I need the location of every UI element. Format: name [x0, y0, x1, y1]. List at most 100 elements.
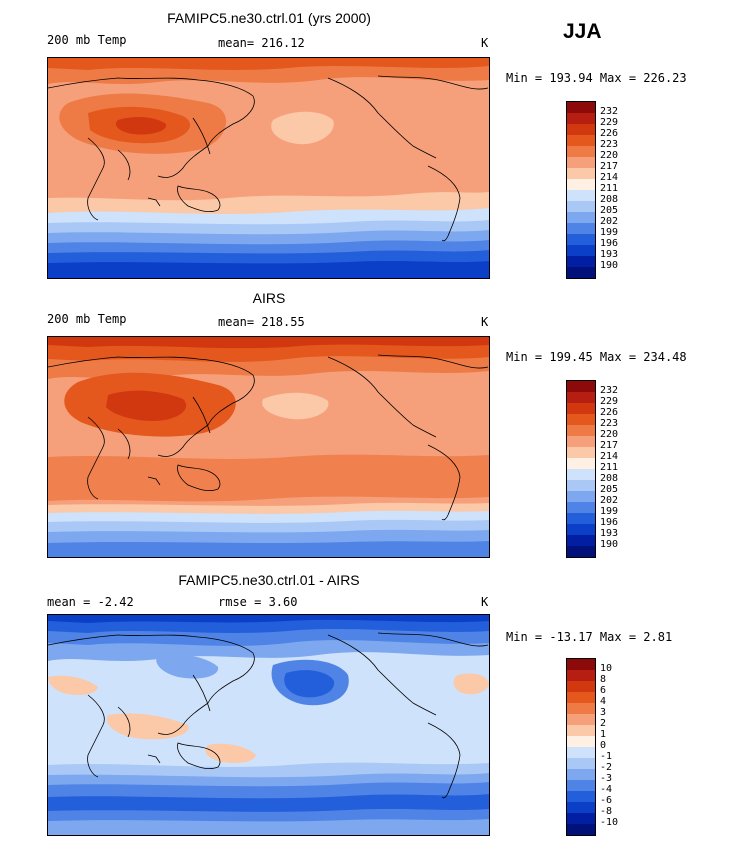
colorbar-tick-label: 2	[600, 718, 607, 729]
colorbar-swatch	[567, 681, 595, 692]
panel-2-mean-label: mean= 218.55	[218, 315, 305, 329]
panel-1-title: FAMIPC5.ne30.ctrl.01 (yrs 2000)	[167, 10, 371, 26]
colorbar-swatch	[567, 223, 595, 234]
colorbar-tick-label: 4	[600, 696, 607, 707]
colorbar-tick-label: 208	[600, 194, 619, 205]
panel-1-mean-label: mean= 216.12	[218, 36, 305, 50]
colorbar-tick-label: 220	[600, 150, 619, 161]
colorbar-swatch	[567, 201, 595, 212]
colorbar-tick-label: -2	[600, 762, 613, 773]
colorbar-swatch	[567, 780, 595, 791]
panel-3-mean-label: mean = -2.42	[47, 595, 134, 609]
colorbar-swatch	[567, 824, 595, 835]
panel-2-map	[47, 336, 490, 558]
colorbar-swatch	[567, 447, 595, 458]
colorbar-swatch	[567, 168, 595, 179]
colorbar-swatch	[567, 392, 595, 403]
panel-1-contour-field	[48, 58, 489, 278]
colorbar-tick-label: 193	[600, 528, 619, 539]
colorbar-tick-label: 232	[600, 106, 619, 117]
colorbar-tick-label: 232	[600, 385, 619, 396]
colorbar-tick-label: -4	[600, 784, 613, 795]
colorbar-swatch	[567, 714, 595, 725]
colorbar-tick-label: -6	[600, 795, 613, 806]
colorbar-swatch	[567, 703, 595, 714]
colorbar-swatch	[567, 513, 595, 524]
colorbar-tick-label: 8	[600, 674, 607, 685]
panel-3-map	[47, 614, 490, 836]
colorbar-swatch	[567, 670, 595, 681]
colorbar-tick-label: 217	[600, 161, 619, 172]
colorbar-swatch	[567, 480, 595, 491]
panel-2-title: AIRS	[252, 290, 286, 306]
colorbar-tick-label: 223	[600, 418, 619, 429]
panel-1-left-label: 200 mb Temp	[47, 33, 127, 47]
colorbar-tick-label: 220	[600, 429, 619, 440]
colorbar-tick-label: 211	[600, 462, 619, 473]
colorbar-tick-label: 205	[600, 205, 619, 216]
colorbar-swatch	[567, 802, 595, 813]
colorbar-tick-label: 229	[600, 117, 619, 128]
colorbar-tick-label: 217	[600, 440, 619, 451]
colorbar-tick-label: 223	[600, 139, 619, 150]
season-label: JJA	[563, 20, 602, 43]
panel-3-units: K	[481, 595, 489, 609]
colorbar-tick-label: 3	[600, 707, 607, 718]
colorbar-swatch	[567, 546, 595, 557]
colorbar-tick-label: -8	[600, 806, 613, 817]
panel-2-units: K	[481, 315, 489, 329]
colorbar-swatch	[567, 436, 595, 447]
colorbar-swatch	[567, 491, 595, 502]
colorbar-tick-label: 196	[600, 517, 619, 528]
panel-1-map	[47, 57, 490, 279]
panel-2-colorbar-swatches	[566, 380, 596, 558]
colorbar-swatch	[567, 212, 595, 223]
colorbar-tick-label: 190	[600, 539, 619, 550]
colorbar-tick-label: 0	[600, 740, 607, 751]
colorbar-swatch	[567, 736, 595, 747]
colorbar-swatch	[567, 692, 595, 703]
panel-3-coastlines	[48, 632, 489, 799]
colorbar-swatch	[567, 190, 595, 201]
colorbar-swatch	[567, 146, 595, 157]
colorbar-tick-label: 226	[600, 128, 619, 139]
colorbar-swatch	[567, 502, 595, 513]
colorbar-tick-label: 193	[600, 249, 619, 260]
colorbar-swatch	[567, 245, 595, 256]
colorbar-tick-label: 202	[600, 495, 619, 506]
panel-3-title: FAMIPC5.ne30.ctrl.01 - AIRS	[178, 572, 360, 588]
panel-2-contour-field	[48, 337, 489, 557]
colorbar-tick-label: -3	[600, 773, 613, 784]
colorbar-tick-label: 226	[600, 407, 619, 418]
colorbar-swatch	[567, 157, 595, 168]
colorbar-tick-label: 202	[600, 216, 619, 227]
colorbar-tick-label: 208	[600, 473, 619, 484]
panel-1-units: K	[481, 36, 489, 50]
panel-1-coastlines	[48, 75, 489, 242]
colorbar-swatch	[567, 659, 595, 670]
colorbar-swatch	[567, 469, 595, 480]
colorbar-tick-label: -1	[600, 751, 613, 762]
colorbar-tick-label: 10	[600, 663, 613, 674]
colorbar-tick-label: 190	[600, 260, 619, 271]
colorbar-swatch	[567, 267, 595, 278]
colorbar-tick-label: 199	[600, 506, 619, 517]
colorbar-swatch	[567, 381, 595, 392]
colorbar-swatch	[567, 113, 595, 124]
colorbar-tick-label: 1	[600, 729, 607, 740]
colorbar-swatch	[567, 769, 595, 780]
colorbar-swatch	[567, 124, 595, 135]
colorbar-swatch	[567, 234, 595, 245]
colorbar-tick-label: 199	[600, 227, 619, 238]
panel-3-minmax: Min = -13.17 Max = 2.81	[506, 630, 673, 644]
panel-3-rmse-label: rmse = 3.60	[218, 595, 298, 609]
colorbar-swatch	[567, 135, 595, 146]
panel-2-minmax: Min = 199.45 Max = 234.48	[506, 350, 687, 364]
panel-1-minmax: Min = 193.94 Max = 226.23	[506, 71, 687, 85]
colorbar-swatch	[567, 414, 595, 425]
panel-2-coastlines	[48, 354, 489, 521]
colorbar-swatch	[567, 791, 595, 802]
colorbar-swatch	[567, 425, 595, 436]
colorbar-swatch	[567, 102, 595, 113]
colorbar-swatch	[567, 747, 595, 758]
